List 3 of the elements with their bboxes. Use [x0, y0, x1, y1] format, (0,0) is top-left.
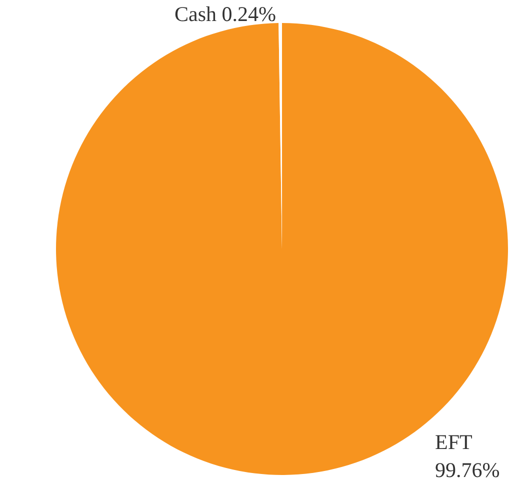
data-label: 99.76% — [435, 458, 500, 482]
slice-label: Cash 0.24% — [174, 2, 276, 26]
slice-label: EFT — [435, 430, 473, 454]
